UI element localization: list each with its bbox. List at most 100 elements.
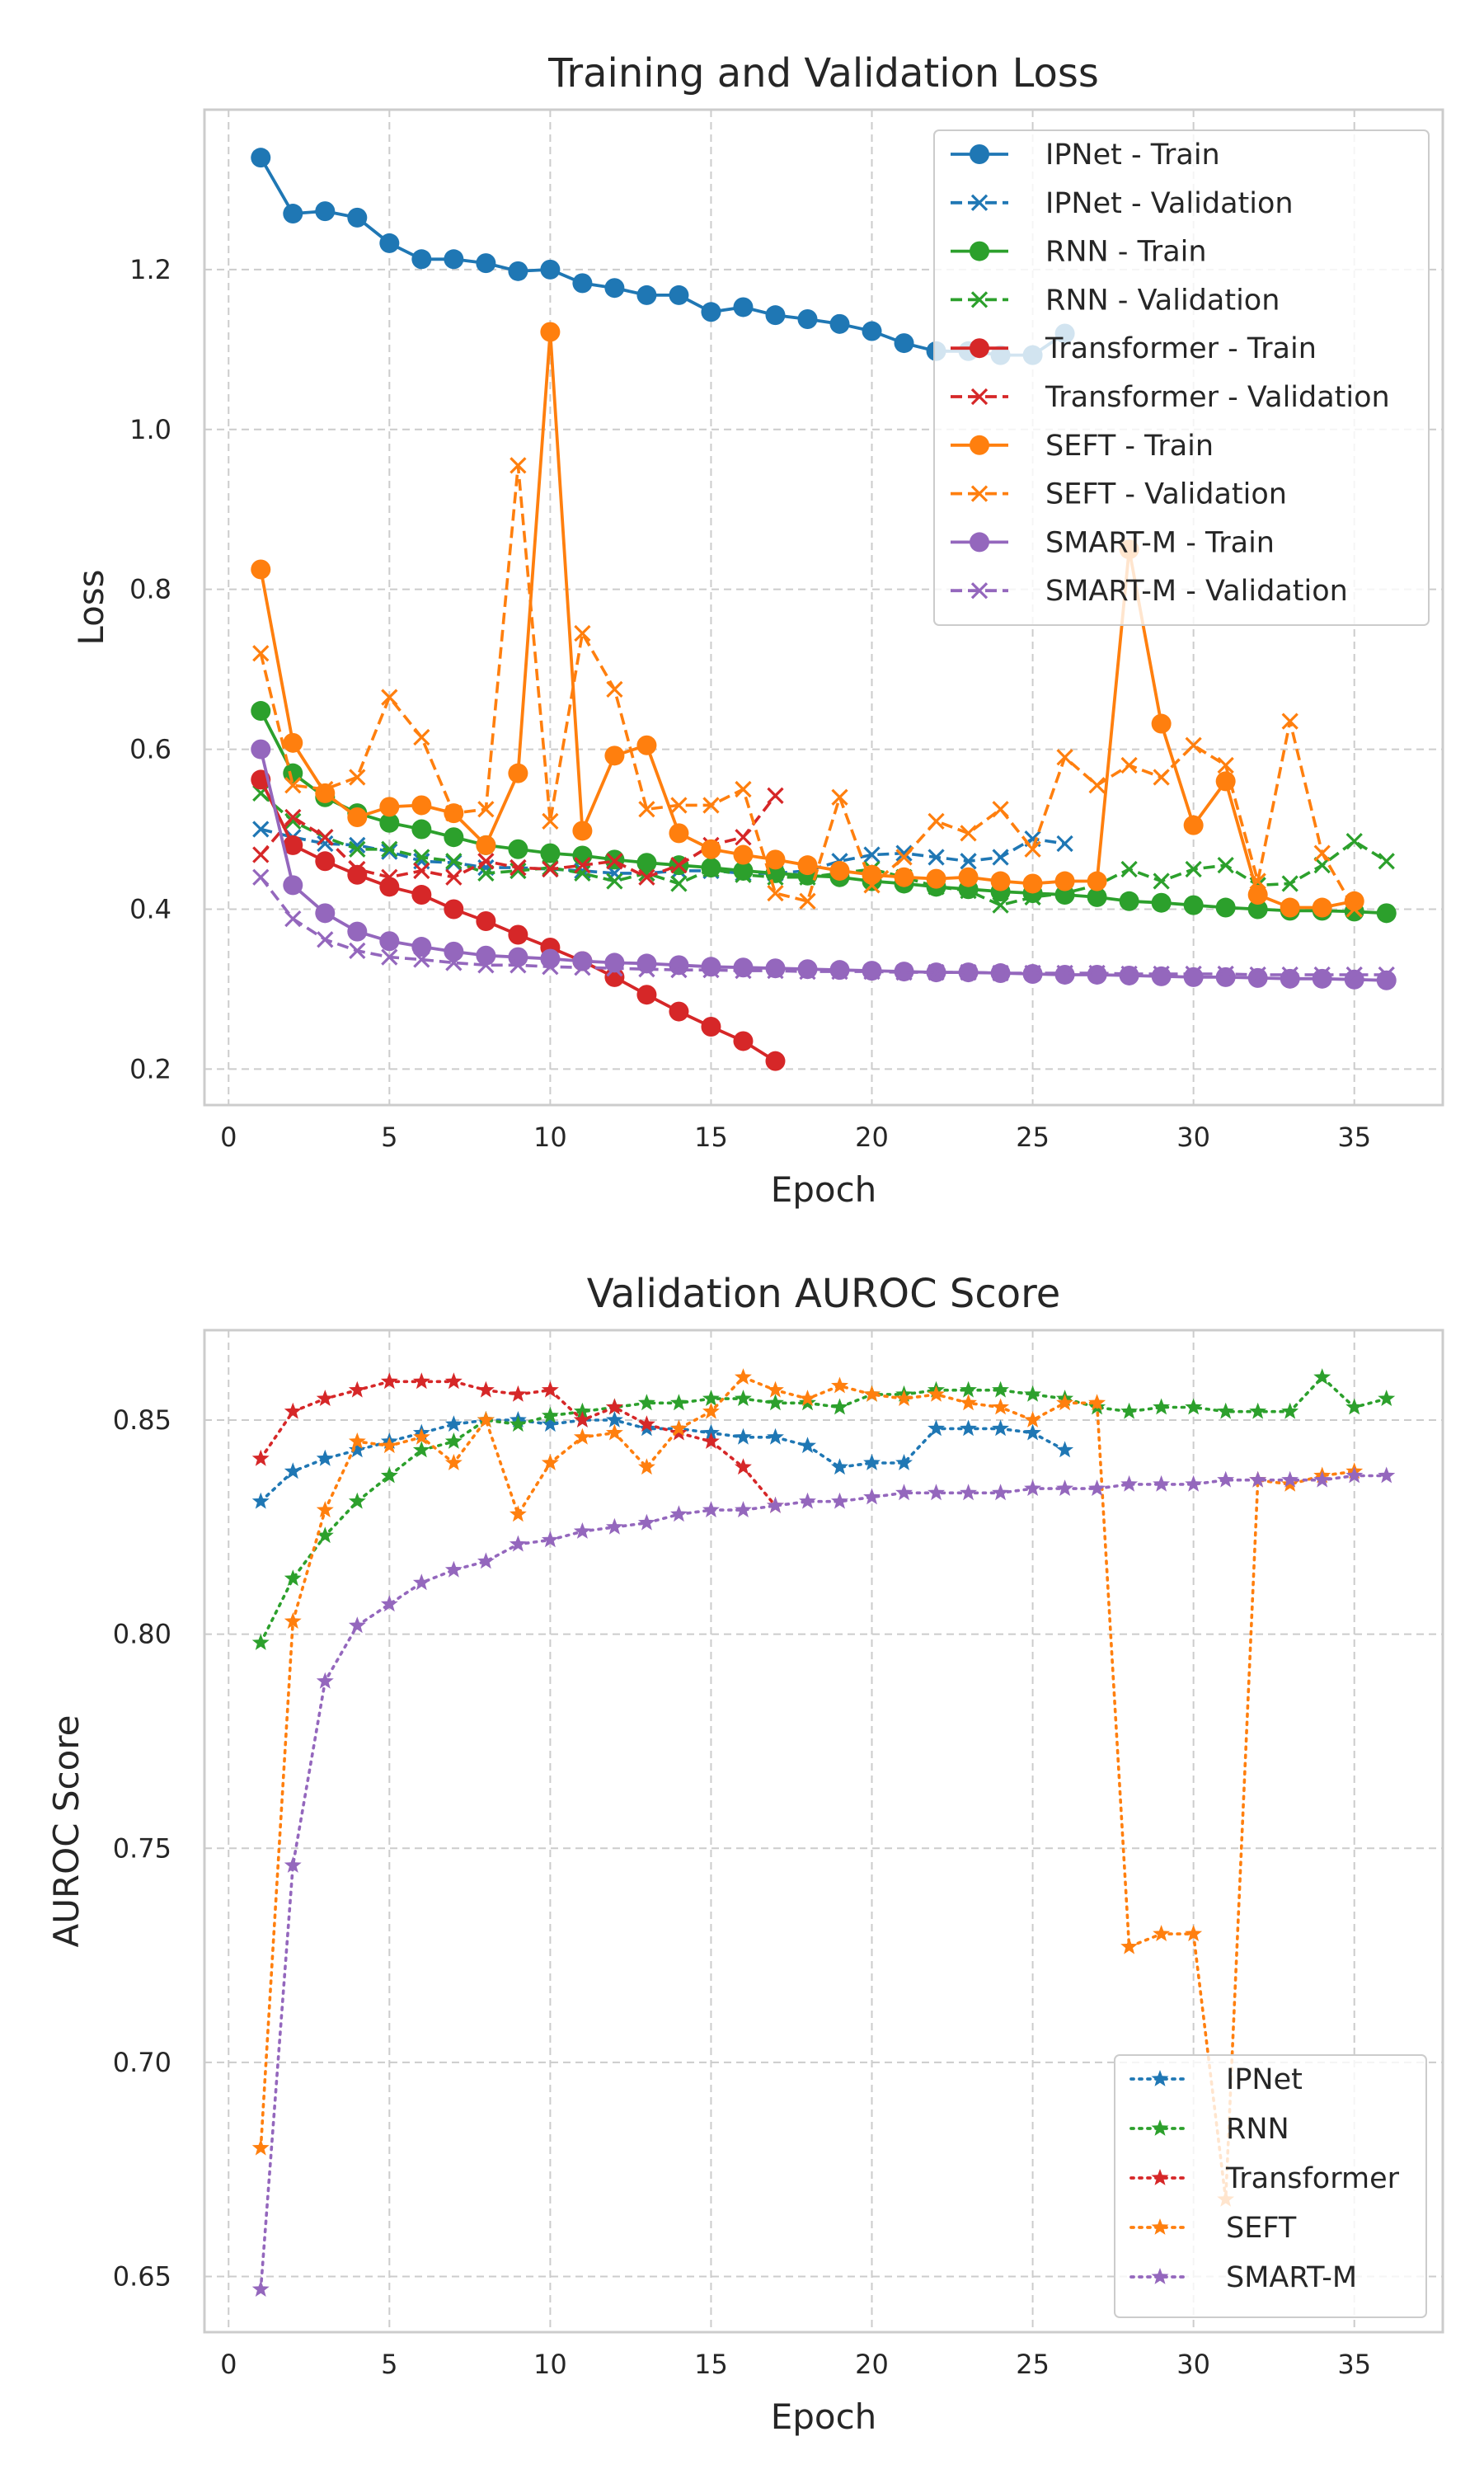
data-point bbox=[1378, 853, 1395, 870]
data-point bbox=[1151, 892, 1172, 913]
data-point bbox=[348, 1492, 366, 1509]
data-point bbox=[670, 857, 688, 874]
data-point bbox=[733, 297, 754, 317]
data-point bbox=[701, 302, 721, 322]
data-point bbox=[1280, 968, 1300, 989]
data-point bbox=[735, 866, 752, 883]
data-point bbox=[1024, 964, 1041, 982]
data-point bbox=[1345, 966, 1363, 984]
data-point bbox=[765, 305, 786, 326]
data-point bbox=[349, 769, 366, 786]
data-point bbox=[1024, 1385, 1041, 1402]
data-point bbox=[1120, 1475, 1139, 1492]
data-point bbox=[381, 843, 398, 860]
data-point bbox=[767, 1394, 784, 1411]
data-point bbox=[1153, 1475, 1171, 1492]
data-point bbox=[1120, 965, 1138, 983]
legend-item-smart-m-train: SMART-M - Train bbox=[951, 526, 1275, 559]
data-point bbox=[476, 253, 496, 274]
data-point bbox=[252, 821, 270, 838]
data-point bbox=[444, 1415, 463, 1432]
x-tick-label: 25 bbox=[1016, 1122, 1050, 1153]
data-point bbox=[381, 840, 398, 858]
data-point bbox=[508, 261, 528, 281]
data-point bbox=[735, 829, 752, 846]
data-point bbox=[574, 864, 591, 882]
legend-marker bbox=[970, 435, 989, 455]
data-point bbox=[315, 851, 336, 872]
data-point bbox=[1313, 1470, 1331, 1488]
data-point bbox=[444, 1372, 463, 1390]
series-rnn-validation bbox=[252, 784, 1395, 914]
legend-label: SMART-M bbox=[1226, 2261, 1357, 2294]
legend-marker bbox=[970, 241, 989, 261]
legend-label: RNN bbox=[1226, 2113, 1289, 2146]
data-point bbox=[574, 624, 591, 642]
data-point bbox=[1344, 891, 1364, 911]
data-point bbox=[284, 808, 302, 826]
data-point bbox=[317, 780, 334, 798]
data-point bbox=[444, 1432, 463, 1449]
data-point bbox=[733, 1031, 754, 1051]
data-point bbox=[1249, 1470, 1267, 1488]
data-point bbox=[380, 1437, 398, 1454]
legend-item-ipnet-train: IPNet - Train bbox=[951, 139, 1220, 172]
data-point bbox=[317, 829, 334, 846]
series-line bbox=[259, 876, 1387, 976]
data-point bbox=[349, 942, 366, 960]
data-point bbox=[283, 763, 303, 783]
data-point bbox=[542, 812, 559, 830]
data-point bbox=[283, 875, 303, 896]
data-point bbox=[735, 1458, 752, 1475]
data-point bbox=[733, 844, 754, 865]
data-point bbox=[445, 853, 463, 870]
legend-item-smart-m-validation: SMART-M - Validation bbox=[951, 575, 1348, 608]
data-point bbox=[541, 1406, 559, 1423]
data-point bbox=[1153, 1398, 1171, 1415]
data-point bbox=[508, 947, 528, 967]
data-point bbox=[863, 846, 881, 863]
data-point bbox=[1185, 1925, 1203, 1941]
data-point bbox=[540, 322, 561, 342]
data-point bbox=[1249, 872, 1266, 890]
data-point bbox=[863, 1454, 881, 1470]
data-point bbox=[1378, 1466, 1396, 1484]
data-point bbox=[863, 1385, 881, 1402]
legend-item-rnn-validation: RNN - Validation bbox=[951, 284, 1280, 317]
y-tick-label: 0.4 bbox=[129, 893, 171, 924]
legend-label: SMART-M - Validation bbox=[1045, 575, 1348, 608]
data-point bbox=[1217, 857, 1234, 874]
data-point bbox=[1120, 1937, 1139, 1954]
data-point bbox=[765, 1051, 786, 1071]
data-point bbox=[412, 1372, 430, 1390]
data-point bbox=[251, 2280, 270, 2297]
data-point bbox=[444, 1454, 463, 1470]
plot-frame bbox=[203, 108, 1444, 1107]
data-point bbox=[960, 882, 977, 900]
data-point bbox=[606, 1398, 623, 1415]
data-point bbox=[413, 849, 430, 866]
data-point bbox=[606, 1411, 623, 1427]
data-point bbox=[1153, 1925, 1171, 1941]
data-point bbox=[863, 962, 881, 981]
data-point bbox=[895, 1454, 913, 1470]
data-point bbox=[316, 1501, 334, 1517]
x-tick-label: 30 bbox=[1176, 2349, 1210, 2380]
legend-marker bbox=[970, 291, 989, 308]
data-point bbox=[1087, 887, 1107, 907]
x-tick-label: 35 bbox=[1337, 1122, 1371, 1153]
series-line bbox=[259, 463, 1356, 910]
data-point bbox=[1215, 967, 1236, 987]
data-point bbox=[541, 1454, 559, 1470]
data-point bbox=[411, 819, 432, 840]
y-tick-label: 0.75 bbox=[113, 1832, 171, 1864]
y-axis-label: Loss bbox=[71, 569, 111, 645]
data-point bbox=[1185, 736, 1202, 754]
x-axis-label: Epoch bbox=[771, 1169, 877, 1210]
data-point bbox=[733, 957, 754, 978]
data-point bbox=[928, 1419, 945, 1437]
data-point bbox=[702, 1432, 720, 1449]
data-point bbox=[477, 853, 495, 870]
series-smart-m-validation bbox=[252, 868, 1395, 984]
legend-box bbox=[1114, 2054, 1427, 2318]
